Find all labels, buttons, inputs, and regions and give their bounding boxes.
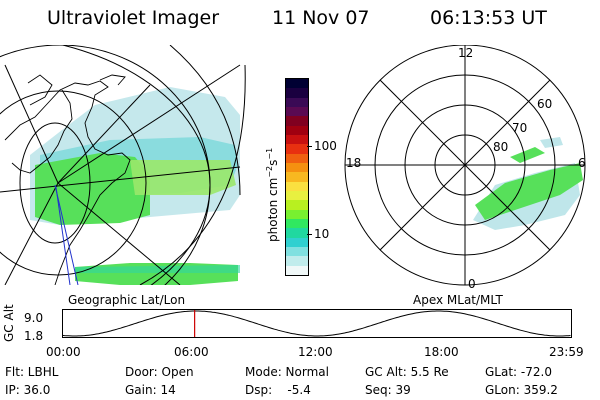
colorbar-segment [286,79,308,89]
colorbar-segment [286,134,308,145]
polar-grid [344,45,586,286]
colorbar-segment [286,172,308,182]
colorbar-segment [286,256,308,266]
orbit-xtick-2359: 23:59 [549,345,584,359]
polar-emission-area [473,137,583,230]
status-door: Door: Open [125,365,194,379]
colorbar-segment [286,265,308,275]
status-gain: Gain: 14 [125,383,176,397]
orbit-ylabel: GC Alt [2,304,16,342]
status-glon: GLon: 359.2 [485,383,558,397]
status-mode: Mode: Normal [245,365,329,379]
mlat-label-80: 80 [493,140,509,154]
orbit-altitude-plot [62,309,572,338]
colorbar-segment [286,153,308,163]
orbit-plot-frame [62,309,572,338]
colorbar-tick-100: 100 [314,139,337,153]
colorbar-segment [286,246,308,257]
instrument-title: Ultraviolet Imager [47,7,220,29]
time-label: 06:13:53 UT [430,7,547,29]
colorbar-tick-10: 10 [314,227,330,241]
colorbar-segment [286,144,308,154]
geo-track-line [54,184,79,285]
status-glat: GLat: -72.0 [485,365,552,379]
orbit-ymin: 1.8 [24,329,44,343]
altitude-curve [62,310,571,337]
orbit-xtick-0600: 06:00 [174,345,209,359]
colorbar-segment [286,190,308,201]
status-flt: Flt: LBHL [5,365,59,379]
polar-mlt-panel [344,45,586,286]
mlat-label-70: 70 [512,121,528,135]
geo-coastlines [4,74,131,285]
colorbar-segment [286,218,308,229]
polar-caption: Apex MLat/MLT [413,293,503,307]
geographic-caption: Geographic Lat/Lon [68,293,186,307]
colorbar-segment [286,228,308,238]
colorbar-segment [286,97,308,107]
colorbar-segment [286,181,308,191]
geo-emission-area [30,87,240,285]
colorbar-segment [286,237,308,247]
mlt-label-18: 18 [346,156,362,170]
colorbar-segment [286,88,308,98]
colorbar-segment [286,200,308,210]
colorbar-segment [286,106,308,117]
status-dsp: Dsp: -5.4 [245,383,311,397]
status-seq: Seq: 39 [365,383,411,397]
colorbar [285,78,309,276]
orbit-xtick-1800: 18:00 [424,345,459,359]
geographic-map-panel [0,45,246,285]
status-ip: IP: 36.0 [5,383,51,397]
orbit-ymax: 9.0 [24,311,44,325]
colorbar-segment [286,162,308,173]
mlt-label-6: 6 [578,156,586,170]
mlat-label-60: 60 [537,97,553,111]
status-gc-alt: GC Alt: 5.5 Re [365,365,449,379]
orbit-xtick-1200: 12:00 [298,345,333,359]
geo-graticule [0,45,246,285]
orbit-xtick-0000: 00:00 [46,345,81,359]
mlt-label-0: 0 [468,277,476,291]
mlt-label-12: 12 [458,46,474,60]
colorbar-segment [286,125,308,135]
date-label: 11 Nov 07 [272,7,370,29]
colorbar-segment [286,209,308,219]
colorbar-segment [286,116,308,126]
colorbar-units-label: photon cm−2s−1 [265,147,280,242]
